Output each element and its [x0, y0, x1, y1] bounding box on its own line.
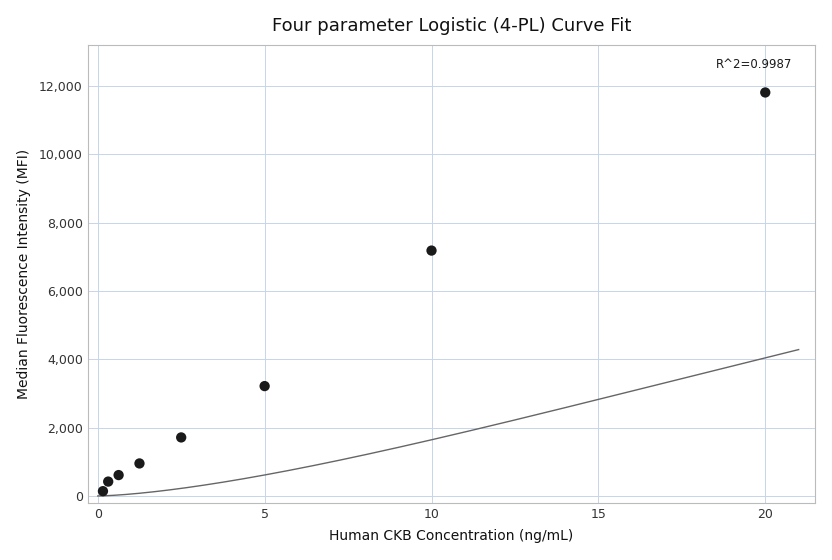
- Point: [258, 381, 271, 390]
- Point: [97, 487, 110, 496]
- Text: R^2=0.9987: R^2=0.9987: [716, 58, 792, 71]
- Point: [133, 459, 146, 468]
- X-axis label: Human CKB Concentration (ng/mL): Human CKB Concentration (ng/mL): [329, 529, 573, 543]
- Point: [112, 470, 126, 479]
- Point: [425, 246, 438, 255]
- Point: [175, 433, 188, 442]
- Point: [102, 477, 115, 486]
- Y-axis label: Median Fluorescence Intensity (MFI): Median Fluorescence Intensity (MFI): [17, 149, 31, 399]
- Title: Four parameter Logistic (4-PL) Curve Fit: Four parameter Logistic (4-PL) Curve Fit: [272, 17, 631, 35]
- Point: [759, 88, 772, 97]
